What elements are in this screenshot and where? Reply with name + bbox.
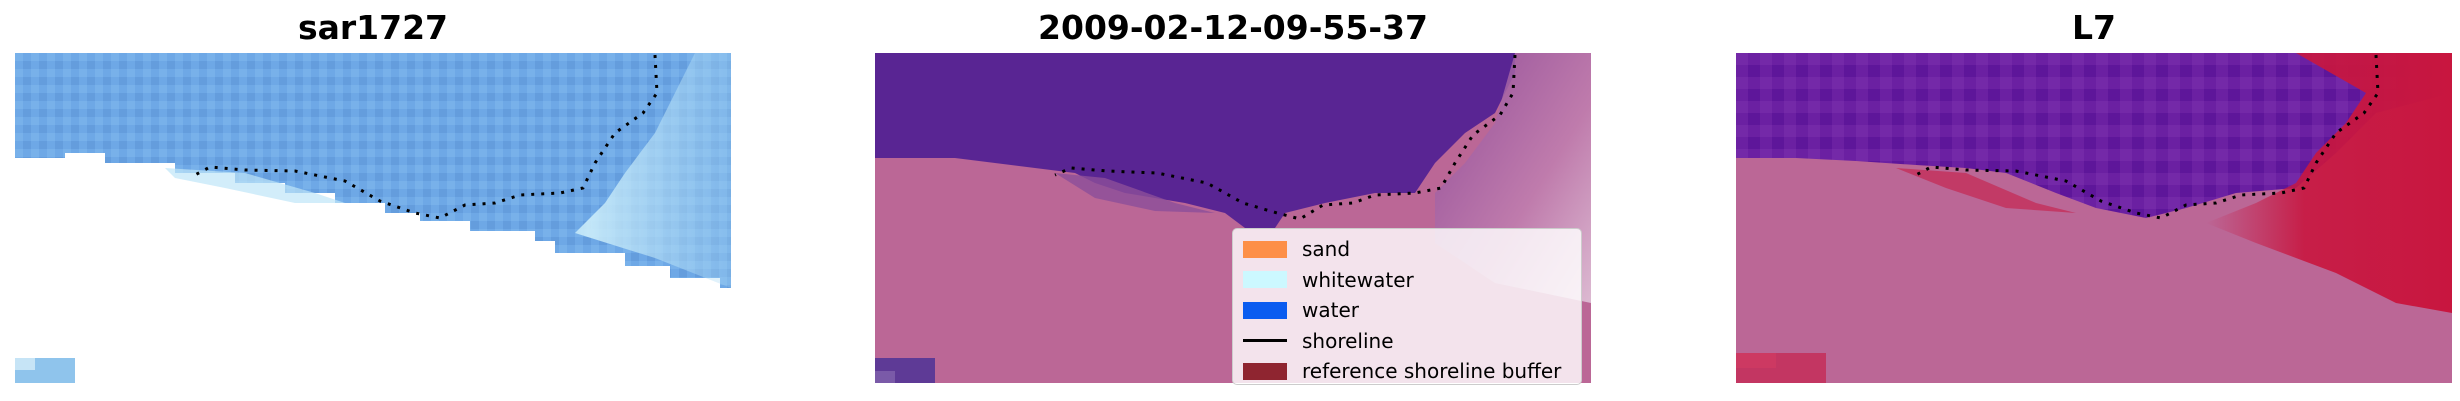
whitewater-swatch [1243,271,1287,289]
shoreline-line [1915,54,2380,220]
rgb-image [15,53,731,383]
shoreline-line [1054,54,1517,221]
panel-rgb: sar1727 [15,0,731,401]
legend-item-whitewater: whitewater [1243,265,1581,296]
reference-buffer-swatch [1243,362,1287,380]
legend-label: water [1302,298,1359,323]
legend-label: sand [1302,237,1351,262]
legend-item-sand: sand [1243,234,1581,265]
shoreline-swatch [1243,339,1287,343]
legend-label: shoreline [1302,328,1394,353]
panel-title: 2009-02-12-09-55-37 [1038,8,1428,47]
legend-label: reference shoreline buffer [1302,359,1562,384]
rgb-image-canvas [15,53,731,383]
legend-item-reference-shoreline-buffer: reference shoreline buffer [1243,356,1581,387]
legend-item-water: water [1243,295,1581,326]
legend-item-shoreline: shoreline [1243,326,1581,357]
water-swatch [1243,301,1287,319]
panel-title: sar1727 [297,8,449,47]
panel-title: L7 [2072,8,2116,47]
legend: sand whitewater water shoreline referenc… [1232,228,1582,385]
l7-image-canvas [1736,53,2452,383]
panel-l7: L7 [1736,0,2452,401]
l7-image [1736,53,2452,383]
shoreline-line [194,54,659,220]
legend-label: whitewater [1302,267,1414,292]
sand-swatch [1243,240,1287,258]
